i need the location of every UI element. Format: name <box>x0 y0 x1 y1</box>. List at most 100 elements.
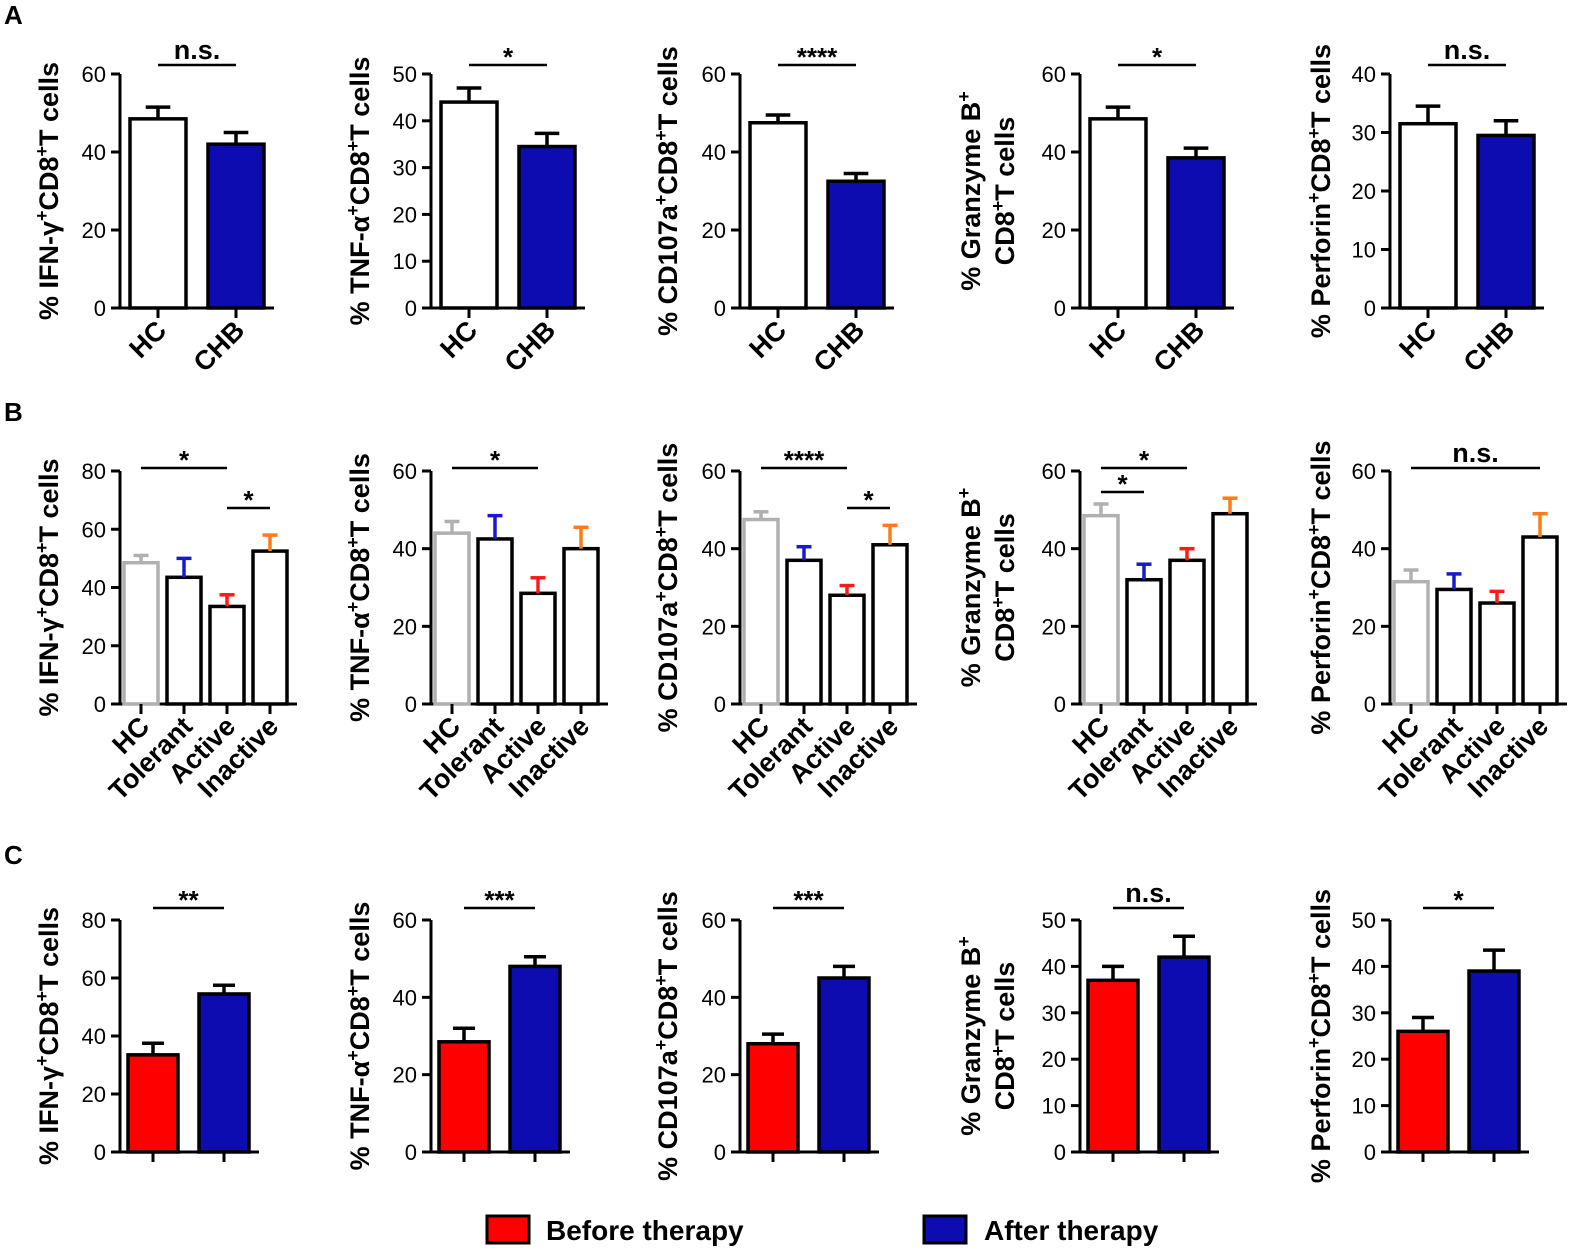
significance-label: **** <box>797 42 838 72</box>
bar <box>1435 587 1473 706</box>
bar <box>1157 955 1211 1154</box>
y-tick-label: 10 <box>393 249 417 274</box>
y-tick-label: 50 <box>1042 908 1066 933</box>
y-tick-label: 40 <box>82 140 106 165</box>
y-axis-label: % Granzyme B+ <box>954 488 986 688</box>
y-tick-label: 40 <box>1042 537 1066 562</box>
y-tick-label: 60 <box>82 517 106 542</box>
y-tick-label: 20 <box>1352 179 1376 204</box>
y-axis-label: % Perforin+CD8+T cells <box>1304 889 1336 1183</box>
bar <box>1082 513 1120 706</box>
significance-label: * <box>1117 469 1128 499</box>
y-axis-label: % CD107a+CD8+T cells <box>651 46 683 336</box>
y-tick-label: 40 <box>393 109 417 134</box>
bar <box>476 537 514 706</box>
y-tick-label: 60 <box>1352 459 1376 484</box>
y-tick-label: 60 <box>82 62 106 87</box>
y-tick-label: 60 <box>82 966 106 991</box>
significance-label: n.s. <box>1452 438 1499 468</box>
bar <box>517 144 577 310</box>
x-tick-label: HC <box>123 315 172 364</box>
bar <box>817 976 871 1154</box>
y-axis-label: % Granzyme B+ <box>954 91 986 291</box>
y-tick-label: 0 <box>1364 296 1376 321</box>
y-tick-label: 80 <box>82 459 106 484</box>
y-tick-label: 40 <box>393 537 417 562</box>
legend-swatch-before <box>485 1214 531 1245</box>
y-tick-label: 0 <box>1364 1140 1376 1165</box>
bar <box>1396 1029 1450 1154</box>
y-tick-label: 0 <box>1364 692 1376 717</box>
y-tick-label: 80 <box>82 908 106 933</box>
bar <box>562 546 600 706</box>
y-axis-label: % TNF-α+CD8+T cells <box>343 902 375 1171</box>
y-tick-label: 10 <box>1352 238 1376 263</box>
chart-c4: 0 10 20 30 40 50 n.s. % Granzyme B+CD8+T cells <box>954 878 1219 1165</box>
y-tick-label: 10 <box>1352 1094 1376 1119</box>
bar <box>251 549 289 706</box>
y-tick-label: 0 <box>714 1140 726 1165</box>
bar <box>828 593 866 706</box>
bar <box>519 591 557 706</box>
x-tick-label: HC <box>434 315 483 364</box>
y-axis-label: CD8+T cells <box>988 962 1020 1111</box>
bar <box>1086 978 1140 1154</box>
y-axis-label: CD8+T cells <box>988 117 1020 266</box>
significance-label: * <box>1453 885 1464 915</box>
significance-label: *** <box>484 885 515 915</box>
y-tick-label: 20 <box>82 1082 106 1107</box>
chart-a4: 0 20 40 60 HC CHB * % Granzyme B+CD8+T cells <box>954 42 1234 378</box>
bar <box>1166 156 1226 310</box>
y-tick-label: 20 <box>82 218 106 243</box>
y-tick-label: 0 <box>714 296 726 321</box>
bar <box>826 179 886 310</box>
y-tick-label: 60 <box>702 459 726 484</box>
bar <box>785 558 823 706</box>
y-axis-label: % IFN-γ+CD8+T cells <box>32 62 64 320</box>
y-tick-label: 20 <box>393 1063 417 1088</box>
x-tick-label: CHB <box>1148 315 1211 378</box>
x-tick-label: HC <box>1393 315 1442 364</box>
chart-a5: 0 10 20 30 40 HC CHB n.s. % Perforin+CD8+T cells <box>1304 35 1544 378</box>
chart-area: 0 20 40 60 HC CHB n.s. % IFN-γ+CD8+T cells 0 10 20… <box>32 35 1567 1183</box>
bar <box>1211 511 1249 706</box>
bar <box>165 575 203 706</box>
y-tick-label: 30 <box>1042 1001 1066 1026</box>
legend: Before therapy After therapy <box>485 1214 1159 1246</box>
bar <box>1467 969 1521 1154</box>
legend-label-after: After therapy <box>984 1215 1159 1246</box>
significance-label: **** <box>784 445 825 475</box>
y-tick-label: 60 <box>702 908 726 933</box>
bar <box>508 964 562 1154</box>
significance-label: * <box>179 445 190 475</box>
y-tick-label: 30 <box>393 156 417 181</box>
y-tick-label: 40 <box>702 985 726 1010</box>
y-tick-label: 60 <box>1042 459 1066 484</box>
significance-label: * <box>490 445 501 475</box>
y-axis-label: % CD107a+CD8+T cells <box>651 443 683 733</box>
x-tick-label: CHB <box>188 315 251 378</box>
y-tick-label: 50 <box>1352 908 1376 933</box>
chart-a3: 0 20 40 60 HC CHB **** % CD107a+CD8+T cells <box>651 42 894 378</box>
bar <box>742 517 780 706</box>
chart-c2: 0 20 40 60 *** % TNF-α+CD8+T cells <box>343 885 570 1170</box>
y-tick-label: 20 <box>393 614 417 639</box>
bar <box>1125 577 1163 706</box>
y-tick-label: 0 <box>714 692 726 717</box>
bar <box>748 121 808 310</box>
y-tick-label: 60 <box>1042 62 1066 87</box>
y-tick-label: 40 <box>702 140 726 165</box>
chart-a1: 0 20 40 60 HC CHB n.s. % IFN-γ+CD8+T cells <box>32 35 274 378</box>
y-tick-label: 40 <box>1352 62 1376 87</box>
chart-c3: 0 20 40 60 *** % CD107a+CD8+T cells <box>651 885 879 1181</box>
y-tick-label: 0 <box>94 692 106 717</box>
legend-label-before: Before therapy <box>546 1215 744 1246</box>
bar <box>208 604 246 706</box>
y-axis-label: % Perforin+CD8+T cells <box>1304 440 1336 734</box>
significance-label: * <box>1139 445 1150 475</box>
significance-label: * <box>503 42 514 72</box>
